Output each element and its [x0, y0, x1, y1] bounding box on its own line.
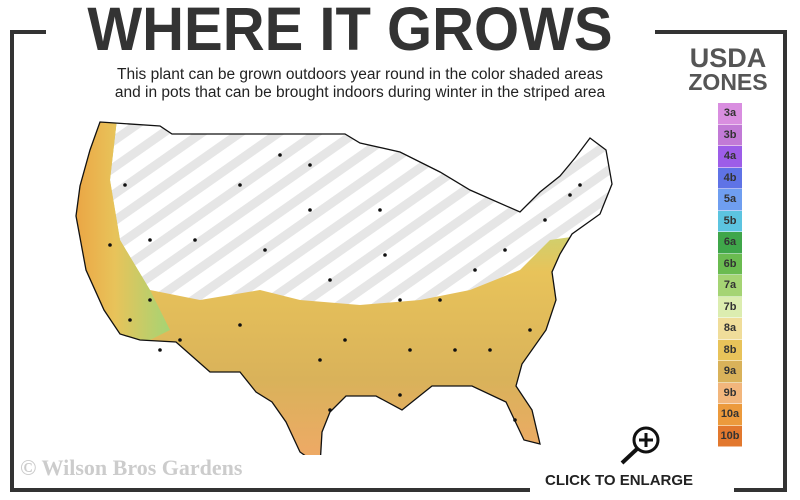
city-dot	[378, 208, 382, 212]
city-dot	[328, 408, 332, 412]
copyright-watermark: © Wilson Bros Gardens	[20, 455, 243, 480]
legend-zone-4a: 4a	[718, 146, 742, 168]
frame-border-top-left	[10, 30, 46, 34]
city-dot	[513, 418, 517, 422]
city-dot	[408, 348, 412, 352]
frame-border-bottom-left	[10, 488, 530, 492]
city-dot	[398, 298, 402, 302]
legend-zone-8a: 8a	[718, 318, 742, 340]
legend-zone-4b: 4b	[718, 167, 742, 189]
city-dot	[383, 253, 387, 257]
legend-zone-6b: 6b	[718, 253, 742, 275]
city-dot	[308, 163, 312, 167]
legend-title-zones: ZONES	[688, 69, 768, 95]
legend-zone-7b: 7b	[718, 296, 742, 318]
city-dot	[318, 358, 322, 362]
city-dot	[158, 348, 162, 352]
city-dot	[568, 193, 572, 197]
city-dot	[193, 238, 197, 242]
legend-zone-5a: 5a	[718, 189, 742, 211]
city-dot	[123, 183, 127, 187]
city-dot	[453, 348, 457, 352]
city-dot	[488, 348, 492, 352]
city-dot	[178, 338, 182, 342]
legend-zone-6a: 6a	[718, 232, 742, 254]
city-dot	[238, 323, 242, 327]
frame-border-right	[783, 30, 787, 492]
city-dot	[108, 243, 112, 247]
city-dot	[238, 183, 242, 187]
legend-zone-3b: 3b	[718, 124, 742, 146]
city-dot	[263, 248, 267, 252]
legend-zone-8b: 8b	[718, 339, 742, 361]
city-dot	[128, 318, 132, 322]
legend-zone-9b: 9b	[718, 382, 742, 404]
city-dot	[278, 153, 282, 157]
legend-title: USDA ZONES	[672, 43, 784, 95]
legend-title-usda: USDA	[689, 43, 767, 73]
frame-border-bottom-right	[734, 488, 787, 492]
legend-zone-3a: 3a	[718, 103, 742, 125]
city-dot	[398, 393, 402, 397]
city-dot	[528, 328, 532, 332]
us-hardiness-map[interactable]	[60, 110, 620, 455]
page-title: WHERE IT GROWS	[87, 0, 613, 64]
frame-border-top-right	[655, 30, 787, 34]
city-dot	[148, 298, 152, 302]
magnifier-plus-icon[interactable]	[618, 424, 664, 466]
city-dot	[473, 268, 477, 272]
subtitle-line-2: and in pots that can be brought indoors …	[114, 84, 606, 101]
city-dot	[343, 338, 347, 342]
city-dot	[148, 238, 152, 242]
city-dot	[438, 298, 442, 302]
city-dot	[543, 218, 547, 222]
us-outline	[75, 121, 613, 455]
usda-zone-legend: 3a 3b 4a 4b 5a 5b 6a 6b 7a 7b 8a 8b 9a 9b 10a 10b	[718, 103, 742, 447]
city-dot	[328, 278, 332, 282]
subtitle-line-1: This plant can be grown outdoors year ro…	[117, 66, 603, 83]
legend-zone-7a: 7a	[718, 275, 742, 297]
city-dot	[503, 248, 507, 252]
city-dot	[578, 183, 582, 187]
legend-zone-5b: 5b	[718, 210, 742, 232]
legend-zone-10b: 10b	[718, 425, 742, 447]
click-to-enlarge-button[interactable]: CLICK TO ENLARGE	[545, 472, 694, 489]
legend-zone-10a: 10a	[718, 404, 742, 426]
legend-zone-9a: 9a	[718, 361, 742, 383]
frame-border-left	[10, 30, 14, 492]
state-capital-dots	[108, 153, 582, 422]
city-dot	[308, 208, 312, 212]
